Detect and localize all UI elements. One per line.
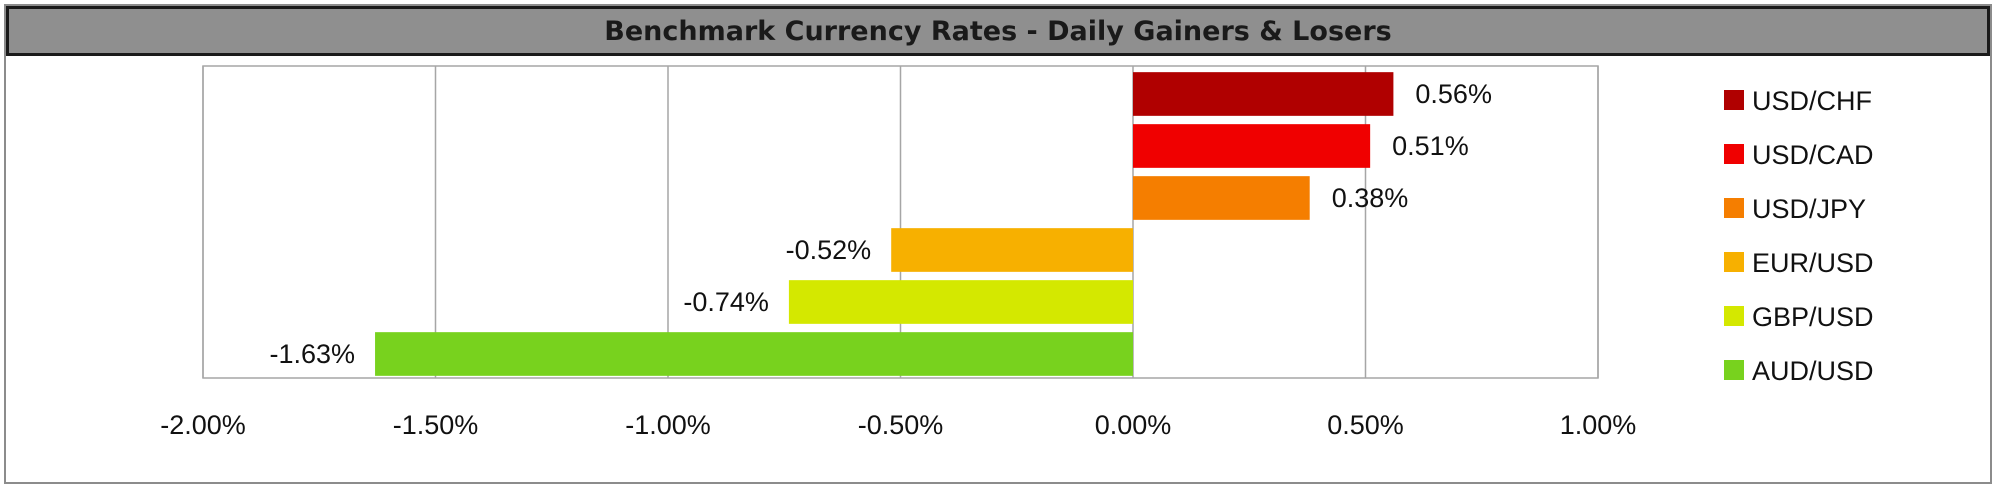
legend-swatch xyxy=(1724,90,1744,110)
legend-swatch xyxy=(1724,360,1744,380)
x-tick-label: 0.00% xyxy=(1095,410,1172,440)
data-label: 0.51% xyxy=(1392,131,1469,161)
x-tick-label: -2.00% xyxy=(160,410,246,440)
x-axis-ticks: -2.00% -1.50% -1.00% -0.50% 0.00% 0.50% 1.00% xyxy=(160,410,1636,440)
x-tick-label: 0.50% xyxy=(1327,410,1404,440)
x-tick-label: -0.50% xyxy=(858,410,944,440)
legend-swatch xyxy=(1724,198,1744,218)
legend-swatch xyxy=(1724,144,1744,164)
plot-area-border xyxy=(202,65,1599,379)
legend-label: GBP/USD xyxy=(1752,302,1874,332)
data-label: 0.38% xyxy=(1332,183,1409,213)
data-label: 0.56% xyxy=(1415,79,1492,109)
legend: USD/CHF USD/CAD USD/JPY EUR/USD GBP/USD AUD/U… xyxy=(1724,86,1874,386)
chart-title: Benchmark Currency Rates - Daily Gainers… xyxy=(604,15,1392,47)
data-labels: 0.56% 0.51% 0.38% -0.52% -0.74% -1.63% xyxy=(269,79,1491,369)
x-tick-label: -1.50% xyxy=(393,410,479,440)
chart-title-bar: Benchmark Currency Rates - Daily Gainers… xyxy=(6,6,1990,56)
legend-swatch xyxy=(1724,252,1744,272)
data-label: -1.63% xyxy=(269,339,355,369)
legend-swatch xyxy=(1724,306,1744,326)
x-tick-label: -1.00% xyxy=(625,410,711,440)
bar-usd-cad xyxy=(1133,124,1371,168)
legend-label: USD/CAD xyxy=(1752,140,1874,170)
legend-label: AUD/USD xyxy=(1752,356,1874,386)
legend-label: EUR/USD xyxy=(1752,248,1874,278)
bar-usd-chf xyxy=(1133,72,1394,116)
bar-aud-usd xyxy=(375,332,1133,376)
bar-gbp-usd xyxy=(788,280,1133,324)
bar-usd-jpy xyxy=(1133,176,1310,220)
bar-eur-usd xyxy=(891,228,1133,272)
legend-label: USD/JPY xyxy=(1752,194,1866,224)
x-tick-label: 1.00% xyxy=(1560,410,1637,440)
data-label: -0.74% xyxy=(683,287,769,317)
legend-label: USD/CHF xyxy=(1752,86,1872,116)
bars xyxy=(375,72,1394,376)
data-label: -0.52% xyxy=(786,235,872,265)
